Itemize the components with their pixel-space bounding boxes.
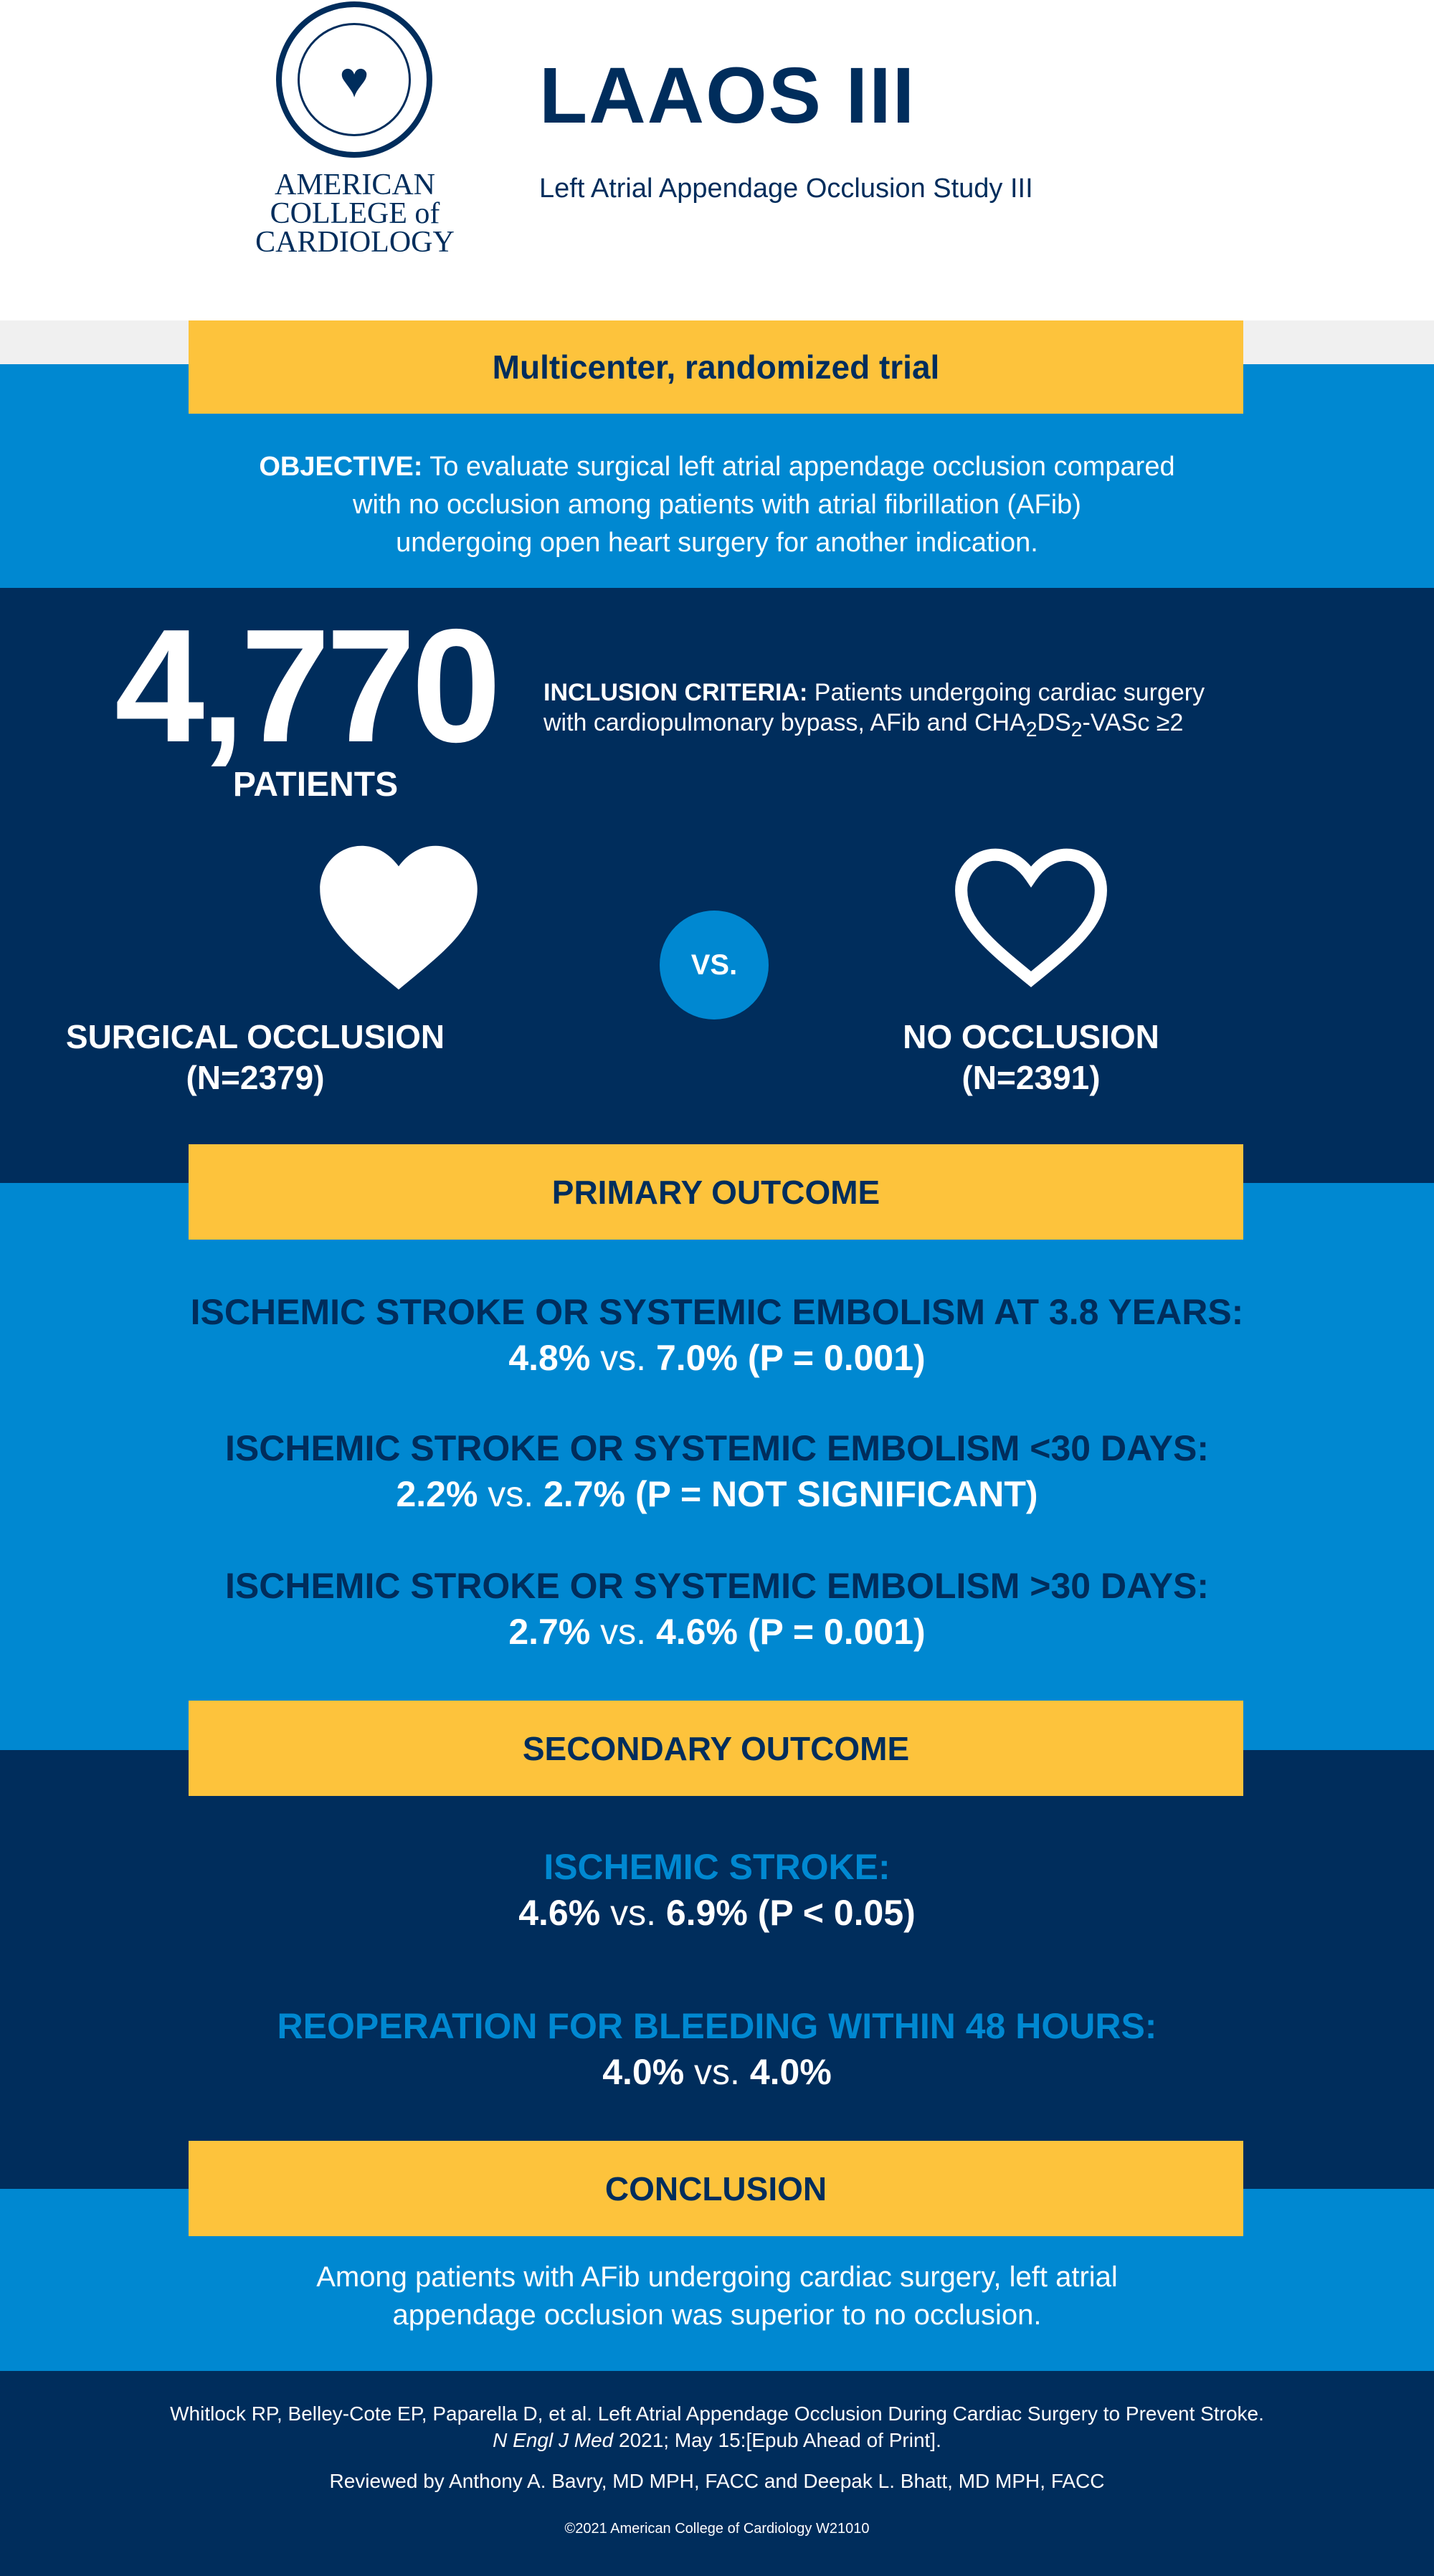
citation: Whitlock RP, Belley-Cote EP, Paparella D… [0, 2400, 1434, 2453]
secondary-outcome-banner: SECONDARY OUTCOME [189, 1701, 1243, 1796]
objective-text: OBJECTIVE: To evaluate surgical left atr… [0, 448, 1434, 562]
subscript: 2 [1070, 718, 1083, 741]
outcome-title: ISCHEMIC STROKE OR SYSTEMIC EMBOLISM >30… [225, 1566, 1209, 1606]
secondary-section [0, 1750, 1434, 2189]
vs-text: vs. [590, 1338, 656, 1378]
outcome-value: 4.0% [749, 2052, 832, 2092]
arm-n: (N=2391) [961, 1059, 1101, 1096]
outcome-value: 2.7% [508, 1612, 591, 1652]
reviewed-by: Reviewed by Anthony A. Bavry, MD MPH, FA… [329, 2470, 1105, 2492]
secondary-outcome-2: REOPERATION FOR BLEEDING WITHIN 48 HOURS… [0, 2003, 1434, 2095]
logo-line: CARDIOLOGY [255, 226, 455, 259]
arm-no-occlusion: NO OCCLUSION (N=2391) [744, 1017, 1318, 1098]
outcome-title: ISCHEMIC STROKE: [543, 1847, 891, 1887]
objective-line: To evaluate surgical left atrial appenda… [422, 452, 1175, 482]
objective-line: undergoing open heart surgery for anothe… [396, 528, 1038, 558]
design-banner: Multicenter, randomized trial [189, 320, 1243, 414]
conclusion-line: Among patients with AFib undergoing card… [316, 2261, 1118, 2293]
patient-count: 4,770 [115, 595, 501, 776]
outcome-value: 4.8% [508, 1338, 591, 1378]
acc-wordmark: AMERICAN COLLEGE of CARDIOLOGY [237, 168, 473, 259]
header [0, 0, 1434, 320]
vs-badge: VS. [660, 911, 769, 1020]
outcome-value: 4.6% [518, 1893, 601, 1933]
vs-text: vs. [600, 1893, 666, 1933]
citation-line: 2021; May 15:[Epub Ahead of Print]. [613, 2429, 941, 2451]
objective-label: OBJECTIVE: [259, 452, 423, 482]
objective-line: with no occlusion among patients with at… [353, 490, 1081, 520]
arm-n: (N=2379) [186, 1059, 325, 1096]
logo-line: COLLEGE of [270, 197, 440, 230]
logo-line: AMERICAN [274, 168, 435, 201]
vs-label: VS. [690, 949, 738, 981]
inclusion-criteria: INCLUSION CRITERIA: Patients undergoing … [543, 678, 1205, 745]
primary-outcome-2: ISCHEMIC STROKE OR SYSTEMIC EMBOLISM <30… [0, 1425, 1434, 1517]
outcome-value: 2.2% [396, 1474, 478, 1514]
outcome-value: 2.7% (P = NOT SIGNIFICANT) [543, 1474, 1038, 1514]
arm-name: NO OCCLUSION [903, 1018, 1159, 1055]
page-title: LAAOS III [539, 52, 916, 140]
subscript: 2 [1025, 718, 1037, 741]
outcome-value: 4.6% (P = 0.001) [655, 1612, 926, 1652]
vs-text: vs. [684, 2052, 750, 2092]
primary-outcome-3: ISCHEMIC STROKE OR SYSTEMIC EMBOLISM >30… [0, 1563, 1434, 1655]
inclusion-line: DS [1037, 709, 1071, 736]
secondary-outcome-1: ISCHEMIC STROKE: 4.6% vs. 6.9% (P < 0.05… [0, 1844, 1434, 1936]
patients-label: PATIENTS [232, 766, 399, 804]
outcome-title: ISCHEMIC STROKE OR SYSTEMIC EMBOLISM <30… [225, 1428, 1209, 1468]
primary-outcome-1: ISCHEMIC STROKE OR SYSTEMIC EMBOLISM AT … [0, 1289, 1434, 1381]
outcome-value: 6.9% (P < 0.05) [665, 1893, 916, 1933]
conclusion-line: appendage occlusion was superior to no o… [392, 2299, 1042, 2331]
heart-filled-icon [320, 845, 478, 990]
outcome-value: 7.0% (P = 0.001) [655, 1338, 926, 1378]
copyright: ©2021 American College of Cardiology W21… [564, 2521, 870, 2537]
arm-name: SURGICAL OCCLUSION [65, 1018, 445, 1055]
patients-section [0, 588, 1434, 1183]
outcome-title: ISCHEMIC STROKE OR SYSTEMIC EMBOLISM AT … [190, 1292, 1244, 1332]
vs-text: vs. [590, 1612, 656, 1652]
conclusion-text: Among patients with AFib undergoing card… [0, 2258, 1434, 2334]
inclusion-line: Patients undergoing cardiac surgery [807, 679, 1205, 706]
inclusion-label: INCLUSION CRITERIA: [543, 679, 808, 706]
outcome-value: 4.0% [602, 2052, 685, 2092]
conclusion-banner: CONCLUSION [189, 2141, 1243, 2236]
citation-line: Whitlock RP, Belley-Cote EP, Paparella D… [170, 2402, 1264, 2425]
primary-section [0, 1183, 1434, 1750]
primary-outcome-banner: PRIMARY OUTCOME [189, 1144, 1243, 1240]
page-subtitle: Left Atrial Appendage Occlusion Study II… [539, 174, 1033, 204]
vs-text: vs. [478, 1474, 544, 1514]
outcome-title: REOPERATION FOR BLEEDING WITHIN 48 HOURS… [277, 2006, 1157, 2046]
arm-surgical-occlusion: SURGICAL OCCLUSION (N=2379) [0, 1017, 542, 1098]
inclusion-line: -VASc ≥2 [1082, 709, 1184, 736]
heart-outline-icon [955, 848, 1107, 988]
inclusion-line: with cardiopulmonary bypass, AFib and CH… [543, 709, 1026, 736]
footer [0, 2371, 1434, 2576]
acc-seal-logo: ♥ [276, 1, 432, 158]
journal-name: N Engl J Med [493, 2429, 614, 2451]
